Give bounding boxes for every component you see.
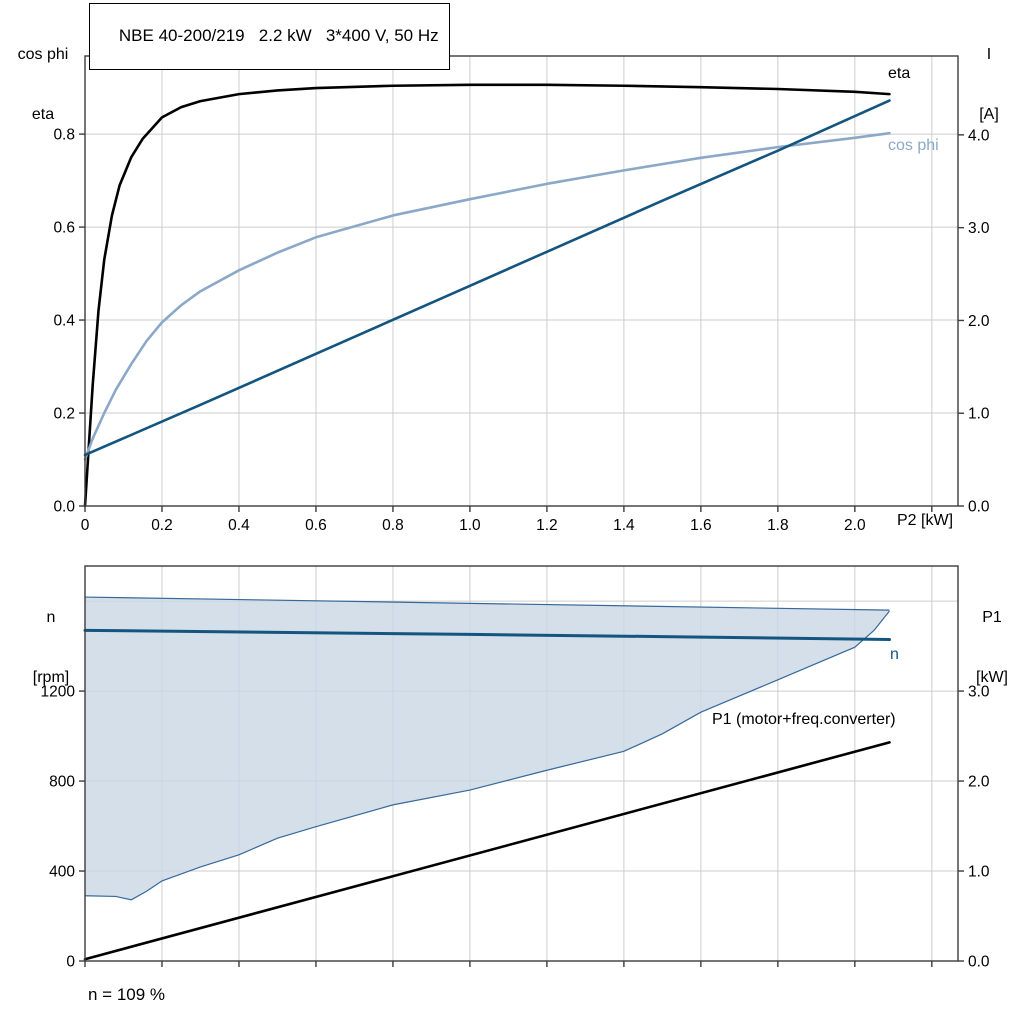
curve-label-n: n (890, 646, 899, 663)
right-tick-label: 1.0 (968, 406, 990, 423)
curve-label-cos-phi: cos phi (888, 137, 939, 154)
x-tick-label: 1.6 (690, 517, 712, 534)
series-p1-motor-freq-converter (83, 741, 891, 961)
series-i (83, 99, 891, 457)
series-eta (83, 83, 891, 508)
bottom-left-axis-title: n [rpm] (20, 568, 82, 728)
speed-power-chart: 0 400 800 1200 0.0 1.0 2.0 3.0 (41, 565, 990, 971)
x-tick-label: 0.6 (305, 517, 327, 534)
right-tick-label: 0.0 (968, 499, 990, 516)
x-tick-label: 2.0 (844, 517, 866, 534)
pump-title-box: NBE 40-200/219 2.2 kW 3*400 V, 50 Hz (89, 3, 450, 70)
right-tick-label: 2.0 (968, 774, 990, 791)
speed-percentage-annotation: n = 109 % (88, 985, 166, 1004)
x-tick-label: 0.8 (382, 517, 404, 534)
bottom-right-axis-title: P1 [kW] (966, 568, 1018, 728)
left-tick-label: 800 (49, 774, 75, 791)
plot-frame (84, 565, 959, 962)
left-tick-label: 0.2 (53, 406, 75, 423)
left-tick-label: 0 (66, 954, 75, 971)
right-tick-label: 2.0 (968, 313, 990, 330)
right-tick-label: 3.0 (968, 220, 990, 237)
speed-operating-envelope-upper (84, 596, 890, 611)
curve-label-eta: eta (888, 65, 911, 82)
x-tick-label: 0.4 (228, 517, 250, 534)
right-tick-label: 4.0 (968, 127, 990, 144)
top-left-axis-title: cos phi eta (6, 5, 80, 165)
right-tick-label: 3.0 (968, 684, 990, 701)
right-axis-title-unit-a: [A] (979, 106, 999, 123)
x-tick-label: 1.8 (767, 517, 789, 534)
left-tick-label: 0.4 (53, 313, 75, 330)
x-tick-label: 1.4 (613, 517, 635, 534)
right-tick-label: 0.0 (968, 954, 990, 971)
left-tick-label: 400 (49, 864, 75, 881)
x-tick-label: 1.2 (536, 517, 558, 534)
series-n (83, 628, 891, 642)
left-axis-title-eta: eta (31, 106, 55, 123)
curve-label-p1: P1 (motor+freq.converter) (712, 711, 896, 728)
right-axis-title-p1: P1 (982, 609, 1002, 626)
left-axis-title-cos-phi: cos phi (17, 46, 69, 63)
x-tick-label: 0.2 (151, 517, 173, 534)
left-axis-title-unit-rpm: [rpm] (32, 669, 70, 686)
left-tick-label: 0.6 (53, 220, 75, 237)
left-tick-label: 0.8 (53, 127, 75, 144)
x-tick-label: 1.0 (459, 517, 481, 534)
x-tick-label: 0 (81, 517, 90, 534)
pump-title: NBE 40-200/219 2.2 kW 3*400 V, 50 Hz (118, 26, 439, 45)
x-axis-title-p2: P2 [kW] (897, 512, 954, 529)
series-cos-phi (83, 131, 891, 461)
right-axis-title-current: I (986, 46, 992, 63)
top-right-axis-title: I [A] (966, 5, 1012, 165)
right-axis-title-unit-kw: [kW] (976, 669, 1008, 686)
left-tick-label: 0.0 (53, 499, 75, 516)
left-tick-label: 1200 (41, 684, 76, 701)
speed-operating-envelope (85, 597, 890, 900)
left-axis-title-n: n (46, 609, 56, 626)
right-tick-label: 1.0 (968, 864, 990, 881)
speed-operating-envelope-lower (84, 610, 890, 901)
plot-frame (84, 55, 959, 507)
motor-performance-chart: 0 0.2 0.4 0.6 0.8 1.0 1.2 1.4 1.6 1.8 2.0 0.0 0.2 0.4… (53, 55, 990, 534)
